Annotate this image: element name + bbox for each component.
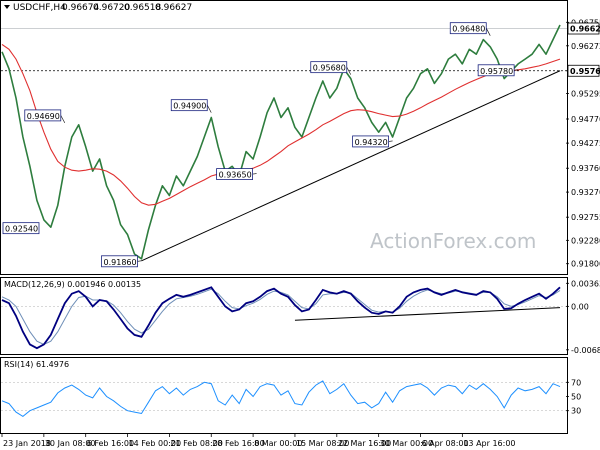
current-price-tag-box <box>567 22 600 35</box>
x-tick-label: 14 Feb 00:00 <box>129 439 181 448</box>
price-label-leader <box>514 69 519 71</box>
price-label-box <box>101 255 138 268</box>
price-label-text: 0.91860 <box>104 258 137 267</box>
price-label-text: 0.94900 <box>173 102 206 111</box>
symbol-label: USDCHF,H4 <box>13 3 66 13</box>
rsi-panel-frame <box>0 357 568 434</box>
price-label-0.95780: 0.95780 <box>477 64 519 77</box>
level-tag-text: 0.95760 <box>570 67 600 76</box>
current-price-tag-text: 0.96627 <box>570 25 600 34</box>
macd-tick-label: 0.003638 <box>571 279 600 288</box>
price-label-0.93650: 0.93650 <box>216 168 257 180</box>
price-label-0.91860: 0.91860 <box>101 255 142 268</box>
x-tick-label: 13 Apr 16:00 <box>463 439 515 448</box>
price-label-leader <box>346 67 352 75</box>
x-tick-label: 30 Jan 08:00 <box>45 439 96 448</box>
rsi-line <box>1 380 561 418</box>
price-label-text: 0.92540 <box>5 225 38 234</box>
price-label-0.94690: 0.94690 <box>24 109 66 124</box>
price-label-box <box>310 61 348 74</box>
price-label-0.95680: 0.95680 <box>310 61 352 75</box>
price-label-box <box>2 222 40 235</box>
macd-panel-frame <box>0 277 568 355</box>
price-label-leader <box>485 28 491 36</box>
quote-low: 0.96518 <box>124 3 161 13</box>
macd-tick-label: 0.00 <box>571 302 589 311</box>
current-price-tag: 0.96627 <box>567 22 600 35</box>
dropdown-triangle-icon <box>4 5 10 9</box>
level-tag-box <box>567 64 600 77</box>
price-panel-frame <box>0 0 568 275</box>
price-label-text: 0.95780 <box>480 67 513 76</box>
price-label-box <box>352 135 390 148</box>
x-tick-label: 22 Mar 16:00 <box>338 439 391 448</box>
symbol-header: USDCHF,H4 0.96674 0.96720 0.96518 0.9662… <box>4 3 192 13</box>
rsi-tick-label: 70 <box>571 378 581 387</box>
macd-title: MACD(12,26,9) 0.001946 0.00135 <box>4 280 141 289</box>
macd-tick-label: -0.006856 <box>571 346 600 355</box>
x-tick-label: 6 Feb 16:00 <box>87 439 134 448</box>
price-label-leader <box>388 140 393 142</box>
price-label-box <box>170 99 208 112</box>
macd-axis: 0.003638 0.00 -0.006856 <box>566 279 600 355</box>
x-tick-label: 28 Feb 16:00 <box>212 439 264 448</box>
support-trendline <box>141 70 561 262</box>
price-layer <box>1 24 561 262</box>
quote-close: 0.96627 <box>155 3 192 13</box>
price-axis: 0.967550.962720.957600.952950.947700.942… <box>566 18 600 269</box>
rsi-tick-label: 30 <box>571 407 581 416</box>
price-label-text: 0.95680 <box>313 64 346 73</box>
rsi-axis: 70 50 30 <box>566 378 581 416</box>
price-label-leader <box>206 105 212 113</box>
price-labels: 0.92540 0.94690 0.91860 0.94900 0.93650 0.956… <box>2 22 519 268</box>
price-label-leader <box>137 260 142 262</box>
macd-layer <box>1 286 567 350</box>
x-tick-label: 23 Jan 2018 <box>3 439 51 448</box>
rsi-title: RSI(14) 61.4976 <box>4 360 69 369</box>
macd-line <box>1 286 561 350</box>
price-label-box <box>24 109 62 122</box>
price-label-0.94320: 0.94320 <box>352 135 393 148</box>
price-label-text: 0.93650 <box>219 171 252 180</box>
price-label-box <box>216 168 253 180</box>
price-tick-label: 0.92755 <box>571 213 600 222</box>
level-tag: 0.95760 <box>567 64 600 77</box>
watermark: ActionForex.com <box>370 229 536 253</box>
price-tick-label: 0.94275 <box>571 139 600 148</box>
price-label-leader <box>252 173 257 175</box>
price-tick-label: 0.95295 <box>571 89 600 98</box>
x-tick-label: 21 Feb 08:00 <box>170 439 222 448</box>
x-tick-label: 15 Mar 08:00 <box>296 439 349 448</box>
price-label-0.96480: 0.96480 <box>449 22 491 36</box>
price-label-text: 0.94320 <box>355 138 388 147</box>
price-label-text: 0.94690 <box>27 112 60 121</box>
quote-high: 0.96720 <box>93 3 130 13</box>
price-label-0.94900: 0.94900 <box>170 99 212 113</box>
price-series <box>1 24 561 260</box>
quote-open: 0.96674 <box>62 3 99 13</box>
moving-average-line <box>1 43 561 206</box>
price-label-box <box>449 22 487 35</box>
macd-trendline <box>294 307 561 321</box>
rsi-layer <box>1 380 567 418</box>
price-label-text: 0.96480 <box>452 25 485 34</box>
x-tick-label: 30 Mar 00:00 <box>380 439 433 448</box>
rsi-tick-label: 50 <box>571 393 581 402</box>
price-label-0.92540: 0.92540 <box>2 222 40 235</box>
x-tick-label: 8 Mar 00:00 <box>254 439 302 448</box>
price-label-leader <box>60 115 66 124</box>
price-tick-label: 0.96272 <box>571 42 600 51</box>
x-tick-label: 6 Apr 08:00 <box>422 439 469 448</box>
price-label-box <box>477 64 515 77</box>
